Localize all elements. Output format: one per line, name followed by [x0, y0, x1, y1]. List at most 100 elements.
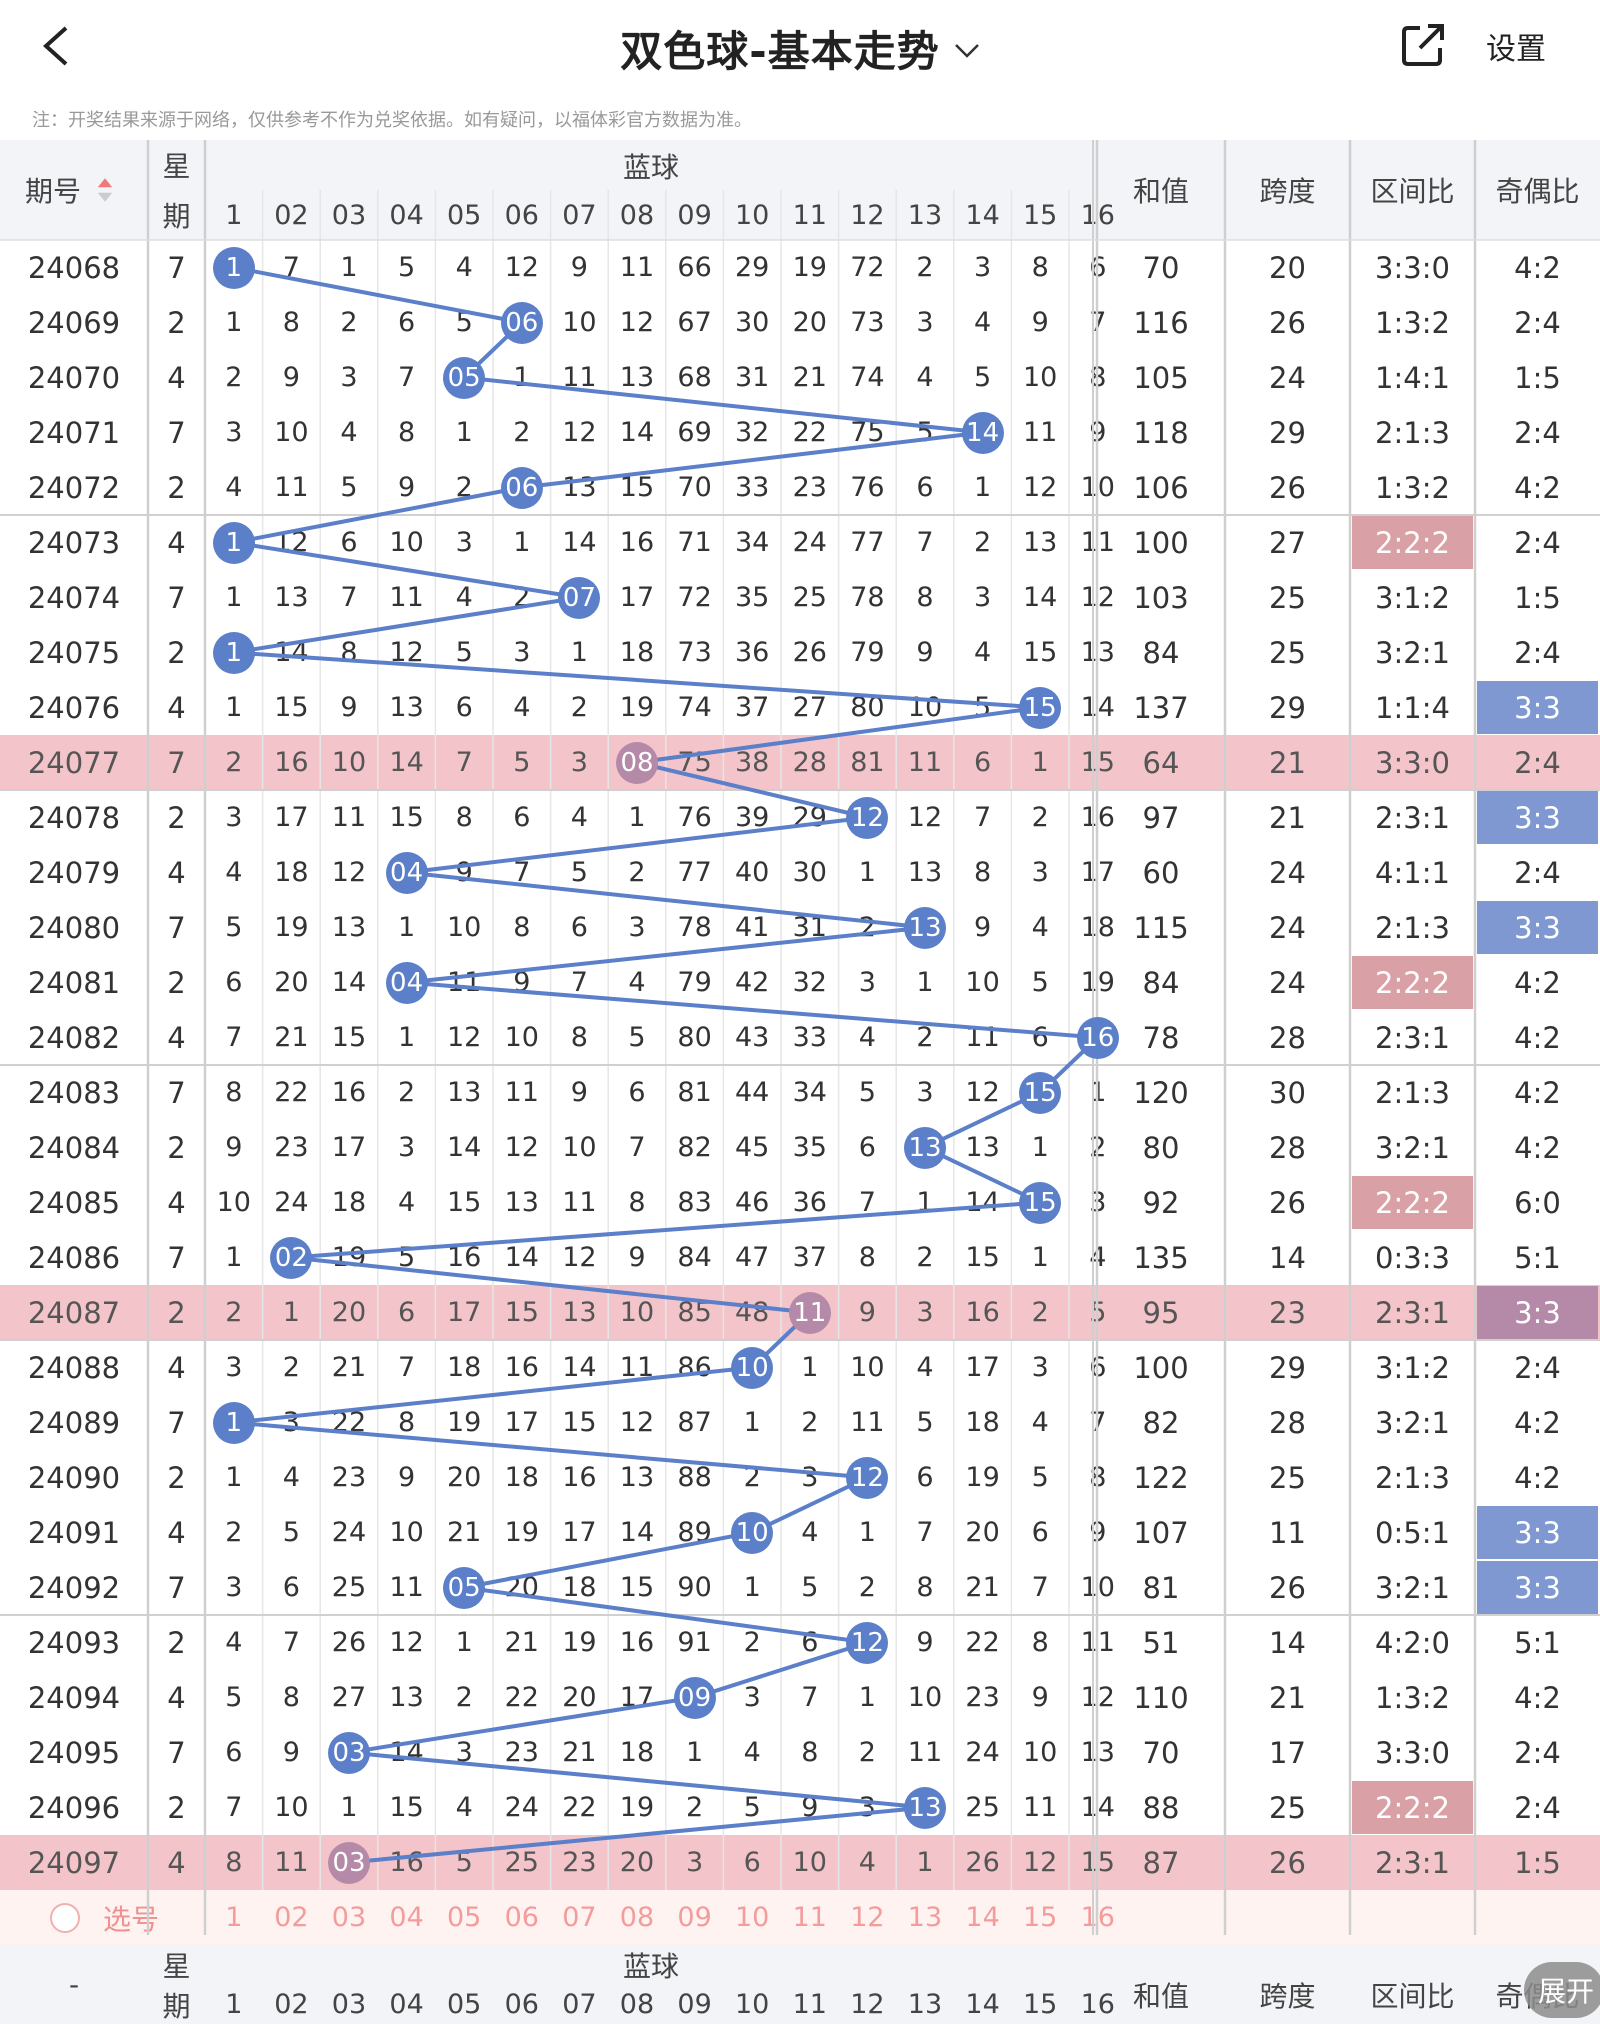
- miss-count: 72: [677, 582, 712, 613]
- miss-count: 17: [331, 1132, 367, 1163]
- select-blue-number[interactable]: 08: [619, 1902, 655, 1933]
- blue-ball[interactable]: 03: [328, 1731, 370, 1774]
- miss-count: 17: [504, 1407, 539, 1438]
- blue-ball[interactable]: 07: [558, 576, 601, 619]
- issue-number: 24083: [27, 1075, 121, 1110]
- blue-ball[interactable]: 13: [904, 906, 946, 949]
- miss-count: 19: [274, 912, 309, 943]
- miss-count: 67: [677, 307, 712, 338]
- blue-ball[interactable]: 12: [846, 796, 889, 839]
- row-highlight-bg: [1097, 735, 1600, 790]
- miss-count: 12: [274, 527, 309, 558]
- blue-ball[interactable]: 03: [328, 1841, 370, 1884]
- select-blue-number[interactable]: 11: [792, 1902, 827, 1933]
- blue-ball[interactable]: 05: [443, 356, 486, 399]
- page-title[interactable]: 双色球-基本走势: [0, 18, 1600, 79]
- blue-ball[interactable]: 14: [961, 411, 1004, 454]
- header-sum: 和值: [1132, 175, 1189, 208]
- select-blue-number[interactable]: 07: [562, 1902, 597, 1933]
- blue-ball[interactable]: 08: [616, 741, 658, 784]
- select-blue-number[interactable]: 06: [504, 1902, 539, 1933]
- chevron-left-icon: [43, 26, 68, 66]
- miss-count: 20: [504, 1572, 539, 1603]
- blue-ball[interactable]: 04: [385, 851, 428, 894]
- expand-button[interactable]: 展开: [1524, 1962, 1600, 2018]
- issue-number: 24078: [27, 800, 121, 835]
- blue-ball[interactable]: 13: [904, 1126, 946, 1169]
- settings-button[interactable]: 设置: [1486, 32, 1546, 67]
- miss-count: 10: [389, 527, 424, 558]
- blue-ball[interactable]: 09: [673, 1676, 716, 1719]
- select-blue-number[interactable]: 04: [389, 1902, 424, 1933]
- select-blue-number[interactable]: 03: [331, 1902, 367, 1933]
- miss-count: 74: [677, 692, 712, 723]
- select-number-label[interactable]: 选号: [102, 1902, 159, 1936]
- miss-count: 1: [916, 1847, 934, 1878]
- blue-ball[interactable]: 06: [500, 301, 543, 344]
- blue-ball[interactable]: 15: [1019, 686, 1062, 729]
- select-blue-number[interactable]: 02: [274, 1902, 309, 1933]
- blue-ball[interactable]: 15: [1019, 1181, 1062, 1224]
- blue-ball[interactable]: 10: [731, 1511, 774, 1554]
- week-day: 7: [167, 580, 186, 615]
- blue-ball[interactable]: 10: [731, 1346, 774, 1389]
- miss-count: 4: [974, 637, 992, 668]
- miss-count: 9: [282, 1737, 300, 1768]
- miss-count: 24: [504, 1792, 539, 1823]
- miss-count: 11: [619, 1352, 655, 1383]
- week-day: 4: [167, 360, 186, 395]
- blue-ball[interactable]: 16: [1076, 1016, 1119, 1059]
- blue-ball[interactable]: 1: [212, 246, 255, 289]
- miss-count: 6: [1031, 1022, 1049, 1053]
- sort-icon[interactable]: [96, 176, 114, 204]
- miss-count: 71: [677, 527, 712, 558]
- zone-ratio: 3:2:1: [1375, 1405, 1450, 1440]
- miss-count: 22: [792, 417, 827, 448]
- week-day: 2: [167, 965, 186, 1000]
- miss-count: 23: [504, 1737, 539, 1768]
- footer-blue-number: 02: [274, 1989, 309, 2020]
- blue-ball[interactable]: 12: [846, 1456, 889, 1499]
- odd-even-ratio: 3:3: [1477, 1561, 1598, 1614]
- back-button[interactable]: [36, 22, 76, 70]
- miss-count: 5: [570, 857, 588, 888]
- span-value: 28: [1269, 1130, 1306, 1165]
- issue-number: 24069: [27, 305, 121, 340]
- blue-ball[interactable]: 11: [788, 1291, 831, 1334]
- week-day: 4: [167, 525, 186, 560]
- footer-blue-number: 03: [331, 1989, 367, 2020]
- blue-ball[interactable]: 1: [212, 1401, 255, 1444]
- select-blue-number[interactable]: 16: [1080, 1902, 1115, 1933]
- header-issue[interactable]: 期号: [24, 175, 81, 208]
- select-radio[interactable]: [50, 1903, 80, 1933]
- share-button[interactable]: [1398, 20, 1448, 70]
- select-blue-number[interactable]: 05: [447, 1902, 482, 1933]
- blue-ball[interactable]: 1: [212, 521, 255, 564]
- miss-count: 11: [1023, 1792, 1058, 1823]
- header-blue-number: 1: [225, 199, 243, 231]
- blue-ball[interactable]: 13: [904, 1786, 946, 1829]
- blue-ball[interactable]: 02: [270, 1236, 313, 1279]
- select-blue-number[interactable]: 09: [677, 1902, 712, 1933]
- blue-ball[interactable]: 05: [443, 1566, 486, 1609]
- miss-count: 9: [858, 1297, 876, 1328]
- select-blue-number[interactable]: 14: [965, 1902, 1000, 1933]
- blue-ball[interactable]: 1: [212, 631, 255, 674]
- miss-count: 8: [455, 802, 473, 833]
- miss-count: 2: [225, 1517, 243, 1548]
- select-blue-number[interactable]: 12: [850, 1902, 885, 1933]
- select-blue-number[interactable]: 15: [1023, 1902, 1058, 1933]
- miss-count: 20: [792, 307, 827, 338]
- issue-number: 24089: [27, 1405, 121, 1440]
- blue-ball[interactable]: 12: [846, 1621, 889, 1664]
- select-blue-number[interactable]: 10: [735, 1902, 770, 1933]
- blue-ball[interactable]: 15: [1019, 1071, 1062, 1114]
- blue-ball[interactable]: 04: [385, 961, 428, 1004]
- select-blue-number[interactable]: 1: [225, 1902, 243, 1933]
- miss-count: 34: [792, 1077, 827, 1108]
- sum-value: 84: [1142, 635, 1180, 670]
- select-blue-number[interactable]: 13: [907, 1902, 943, 1933]
- miss-count: 3: [1031, 1352, 1049, 1383]
- blue-ball[interactable]: 06: [500, 466, 543, 509]
- sum-value: 118: [1133, 415, 1189, 450]
